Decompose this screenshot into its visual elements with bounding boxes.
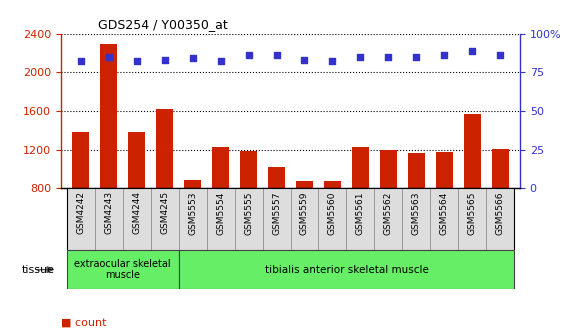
Bar bbox=[346, 188, 375, 250]
Text: GSM5559: GSM5559 bbox=[300, 191, 309, 235]
Text: GSM4242: GSM4242 bbox=[76, 191, 85, 234]
Bar bbox=[67, 250, 178, 289]
Point bbox=[328, 59, 337, 64]
Point bbox=[440, 52, 449, 58]
Point bbox=[216, 59, 225, 64]
Bar bbox=[408, 153, 425, 188]
Point bbox=[496, 52, 505, 58]
Text: GDS254 / Y00350_at: GDS254 / Y00350_at bbox=[98, 18, 228, 31]
Point bbox=[132, 59, 141, 64]
Text: GSM5553: GSM5553 bbox=[188, 191, 197, 235]
Bar bbox=[150, 188, 178, 250]
Text: ■ count: ■ count bbox=[61, 318, 106, 328]
Point bbox=[412, 54, 421, 59]
Text: GSM5563: GSM5563 bbox=[412, 191, 421, 235]
Text: GSM5554: GSM5554 bbox=[216, 191, 225, 235]
Bar bbox=[72, 132, 89, 188]
Bar bbox=[380, 150, 397, 188]
Bar bbox=[263, 188, 290, 250]
Text: tibialis anterior skeletal muscle: tibialis anterior skeletal muscle bbox=[264, 265, 428, 275]
Point bbox=[468, 48, 477, 53]
Bar bbox=[240, 151, 257, 188]
Text: GSM5561: GSM5561 bbox=[356, 191, 365, 235]
Bar bbox=[128, 132, 145, 188]
Bar bbox=[290, 188, 318, 250]
Bar bbox=[123, 188, 150, 250]
Text: GSM5562: GSM5562 bbox=[384, 191, 393, 235]
Bar bbox=[67, 188, 95, 250]
Bar bbox=[431, 188, 458, 250]
Bar bbox=[268, 167, 285, 188]
Bar bbox=[464, 114, 481, 188]
Text: GSM5555: GSM5555 bbox=[244, 191, 253, 235]
Bar bbox=[178, 188, 206, 250]
Point bbox=[244, 52, 253, 58]
Bar bbox=[375, 188, 403, 250]
Bar bbox=[100, 44, 117, 188]
Text: GSM4244: GSM4244 bbox=[132, 191, 141, 234]
Point bbox=[300, 57, 309, 62]
Point bbox=[384, 54, 393, 59]
Point bbox=[104, 54, 113, 59]
Text: GSM5565: GSM5565 bbox=[468, 191, 477, 235]
Text: GSM5560: GSM5560 bbox=[328, 191, 337, 235]
Point bbox=[76, 59, 85, 64]
Bar bbox=[492, 149, 509, 188]
Bar bbox=[352, 146, 369, 188]
Bar bbox=[296, 181, 313, 188]
Bar bbox=[403, 188, 431, 250]
Bar bbox=[95, 188, 123, 250]
Bar bbox=[206, 188, 235, 250]
Bar bbox=[458, 188, 486, 250]
Bar bbox=[184, 180, 201, 188]
Point bbox=[160, 57, 169, 62]
Text: GSM5557: GSM5557 bbox=[272, 191, 281, 235]
Point bbox=[356, 54, 365, 59]
Point bbox=[272, 52, 281, 58]
Text: GSM5566: GSM5566 bbox=[496, 191, 505, 235]
Text: tissue: tissue bbox=[22, 265, 55, 275]
Bar bbox=[436, 152, 453, 188]
Bar bbox=[212, 146, 229, 188]
Bar bbox=[324, 181, 341, 188]
Bar bbox=[318, 188, 346, 250]
Text: GSM4243: GSM4243 bbox=[104, 191, 113, 235]
Text: GSM5564: GSM5564 bbox=[440, 191, 449, 235]
Text: GSM4245: GSM4245 bbox=[160, 191, 169, 235]
Bar bbox=[156, 109, 173, 188]
Text: extraocular skeletal
muscle: extraocular skeletal muscle bbox=[74, 259, 171, 281]
Bar bbox=[178, 250, 514, 289]
Point bbox=[188, 56, 197, 61]
Bar bbox=[235, 188, 263, 250]
Bar bbox=[486, 188, 514, 250]
